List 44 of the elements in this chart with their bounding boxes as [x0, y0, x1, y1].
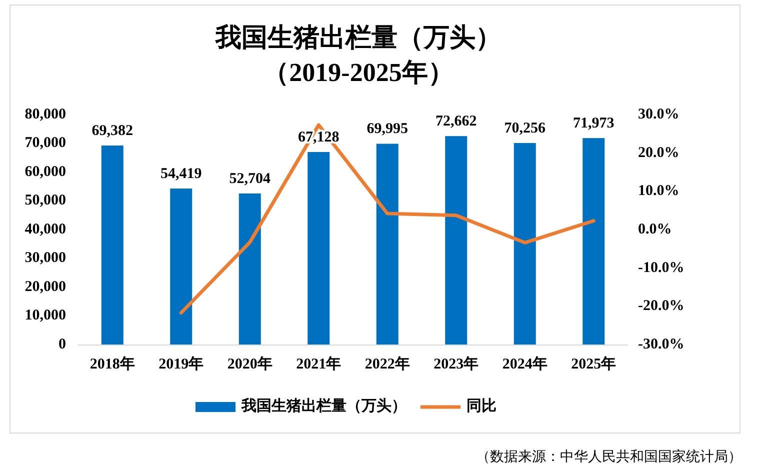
- data-label: 70,256: [504, 120, 546, 136]
- x-tick-label: 2019年: [158, 355, 204, 372]
- y-tick-label: 40,000: [24, 221, 66, 238]
- y2-tick-label: 0.0%: [638, 221, 672, 238]
- x-tick-label: 2024年: [502, 355, 548, 372]
- y2-tick-label: 20.0%: [638, 144, 680, 161]
- subtitle: （2019-2025年）: [263, 58, 454, 87]
- bar: [238, 193, 261, 345]
- y2-tick-label: 30.0%: [638, 106, 680, 122]
- y-tick-label: 70,000: [24, 135, 66, 152]
- x-tick-label: 2025年: [571, 355, 616, 372]
- y-tick-label: 50,000: [24, 192, 66, 209]
- bar: [514, 143, 536, 345]
- bar: [170, 188, 192, 345]
- bar: [445, 136, 468, 345]
- y-tick-label: 80,000: [24, 106, 66, 122]
- data-label: 69,382: [92, 122, 133, 139]
- legend-label: 同比: [466, 397, 496, 414]
- y-tick-label: 60,000: [24, 164, 66, 180]
- data-label: 71,973: [573, 116, 614, 132]
- bar: [308, 152, 330, 345]
- x-tick-label: 2022年: [364, 355, 410, 372]
- y-tick-label: 20,000: [24, 278, 66, 295]
- bar: [582, 138, 605, 345]
- bar: [376, 144, 398, 345]
- y2-tick-label: -10.0%: [638, 260, 684, 276]
- data-label: 72,662: [436, 114, 477, 130]
- data-label: 69,995: [366, 121, 408, 138]
- y-tick-label: 0: [58, 336, 66, 352]
- y2-tick-label: 10.0%: [638, 183, 680, 200]
- x-tick-label: 2021年: [296, 355, 342, 372]
- x-tick-label: 2020年: [227, 355, 272, 372]
- data-label: 52,704: [229, 170, 271, 187]
- y2-tick-label: -30.0%: [638, 336, 684, 352]
- legend-label: 我国生猪出栏量（万头）: [240, 397, 406, 414]
- title: 我国生猪出栏量（万头）: [216, 22, 502, 52]
- annotation: （数据来源：中华人民共和国国家统计局）: [476, 450, 742, 466]
- x-tick-label: 2023年: [434, 355, 479, 372]
- y2-tick-label: -20.0%: [638, 298, 684, 314]
- y-tick-label: 30,000: [24, 250, 66, 266]
- bar: [101, 146, 124, 345]
- y-tick-label: 10,000: [24, 308, 66, 324]
- data-label: 54,419: [160, 166, 202, 182]
- x-tick-label: 2018年: [90, 355, 135, 372]
